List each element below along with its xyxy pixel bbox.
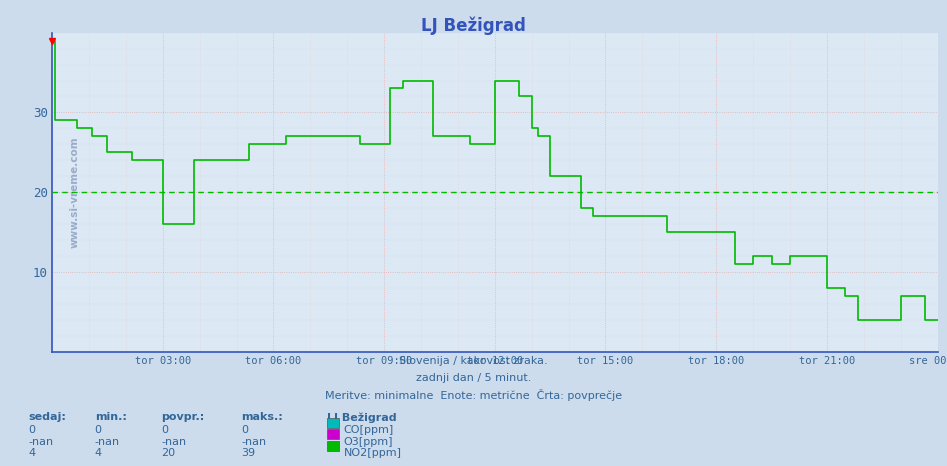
Text: LJ Bežigrad: LJ Bežigrad [327, 412, 397, 423]
Text: -nan: -nan [161, 437, 187, 446]
Text: zadnji dan / 5 minut.: zadnji dan / 5 minut. [416, 373, 531, 383]
Text: 20: 20 [161, 448, 175, 458]
Text: O3[ppm]: O3[ppm] [344, 437, 393, 446]
Text: LJ Bežigrad: LJ Bežigrad [421, 16, 526, 35]
Text: NO2[ppm]: NO2[ppm] [344, 448, 402, 458]
Text: -nan: -nan [241, 437, 267, 446]
Text: 0: 0 [161, 425, 168, 435]
Text: povpr.:: povpr.: [161, 412, 205, 422]
Text: 0: 0 [28, 425, 35, 435]
Text: 4: 4 [95, 448, 102, 458]
Text: sedaj:: sedaj: [28, 412, 66, 422]
Text: -nan: -nan [95, 437, 120, 446]
Text: 39: 39 [241, 448, 256, 458]
Text: min.:: min.: [95, 412, 127, 422]
Text: 0: 0 [241, 425, 248, 435]
Text: CO[ppm]: CO[ppm] [344, 425, 394, 435]
Text: Meritve: minimalne  Enote: metrične  Črta: povprečje: Meritve: minimalne Enote: metrične Črta:… [325, 389, 622, 401]
Text: Slovenija / kakovost zraka.: Slovenija / kakovost zraka. [400, 356, 547, 366]
Text: 4: 4 [28, 448, 36, 458]
Text: maks.:: maks.: [241, 412, 283, 422]
Text: www.si-vreme.com: www.si-vreme.com [69, 137, 80, 248]
Text: 0: 0 [95, 425, 101, 435]
Text: -nan: -nan [28, 437, 54, 446]
